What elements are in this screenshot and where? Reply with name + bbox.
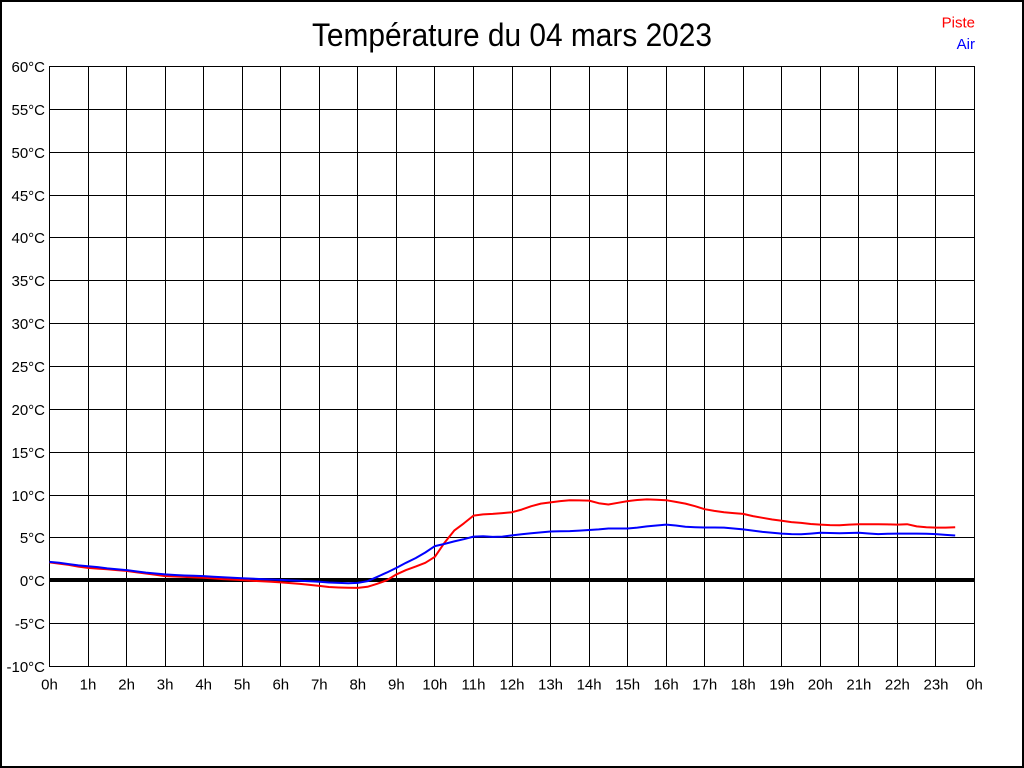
svg-text:25°C: 25°C — [11, 359, 45, 376]
svg-text:17h: 17h — [692, 677, 717, 694]
svg-text:5°C: 5°C — [20, 530, 45, 547]
svg-text:20h: 20h — [808, 677, 833, 694]
svg-text:13h: 13h — [538, 677, 563, 694]
svg-text:2h: 2h — [118, 677, 135, 694]
svg-text:10h: 10h — [422, 677, 447, 694]
svg-text:20°C: 20°C — [11, 402, 45, 419]
svg-text:11h: 11h — [462, 677, 486, 694]
svg-text:16h: 16h — [654, 677, 679, 694]
svg-text:1h: 1h — [80, 677, 97, 694]
svg-text:15°C: 15°C — [11, 445, 45, 462]
svg-text:30°C: 30°C — [11, 316, 45, 333]
svg-text:9h: 9h — [388, 677, 405, 694]
svg-text:6h: 6h — [272, 677, 289, 694]
svg-text:22h: 22h — [885, 677, 910, 694]
svg-text:40°C: 40°C — [11, 230, 45, 247]
svg-text:-10°C: -10°C — [6, 659, 45, 676]
svg-text:55°C: 55°C — [11, 102, 45, 119]
svg-text:-5°C: -5°C — [15, 616, 45, 633]
svg-text:5h: 5h — [234, 677, 251, 694]
svg-text:15h: 15h — [615, 677, 640, 694]
svg-text:3h: 3h — [157, 677, 174, 694]
svg-text:Température du 04 mars 2023: Température du 04 mars 2023 — [312, 17, 712, 53]
svg-text:35°C: 35°C — [11, 273, 45, 290]
svg-text:7h: 7h — [311, 677, 328, 694]
svg-text:0h: 0h — [41, 677, 58, 694]
svg-text:19h: 19h — [769, 677, 794, 694]
svg-text:21h: 21h — [846, 677, 871, 694]
svg-text:18h: 18h — [731, 677, 756, 694]
svg-text:14h: 14h — [577, 677, 602, 694]
svg-text:0°C: 0°C — [20, 573, 45, 590]
svg-text:12h: 12h — [499, 677, 524, 694]
svg-text:60°C: 60°C — [11, 59, 45, 76]
svg-text:4h: 4h — [195, 677, 212, 694]
svg-text:10°C: 10°C — [11, 488, 45, 505]
svg-text:23h: 23h — [923, 677, 948, 694]
svg-text:Air: Air — [957, 36, 975, 53]
svg-text:45°C: 45°C — [11, 188, 45, 205]
svg-text:50°C: 50°C — [11, 145, 45, 162]
svg-text:8h: 8h — [349, 677, 366, 694]
svg-text:0h: 0h — [966, 677, 983, 694]
svg-text:Piste: Piste — [942, 15, 975, 32]
